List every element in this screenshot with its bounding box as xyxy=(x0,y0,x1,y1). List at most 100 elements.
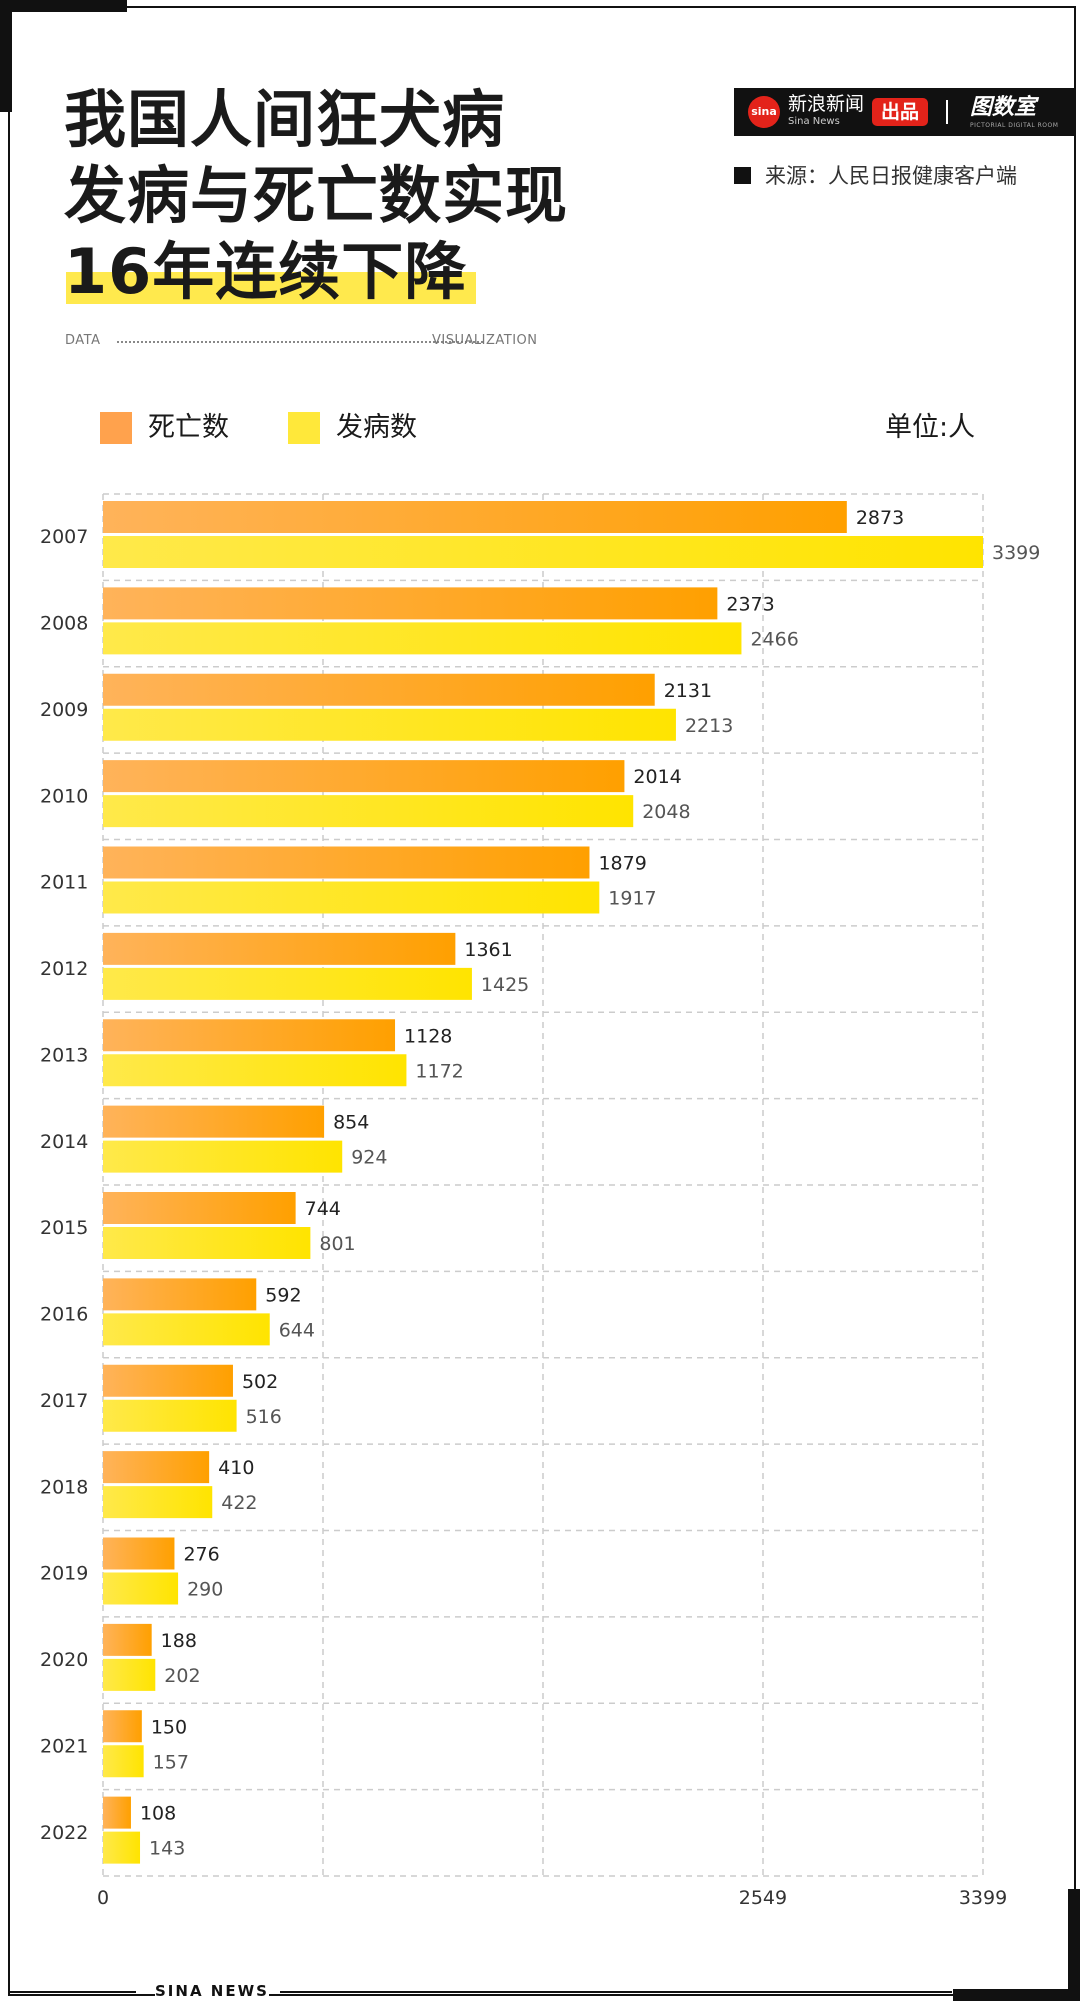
bar-deaths-2011 xyxy=(103,846,590,879)
bar-deaths-2016 xyxy=(103,1278,257,1311)
title-line-2: 发病与死亡数实现 xyxy=(64,159,569,232)
bar-deaths-2020 xyxy=(103,1623,152,1656)
bar-deaths-2008 xyxy=(103,587,718,620)
data-label-cases-2016: 644 xyxy=(279,1319,315,1341)
data-label-deaths-2014: 854 xyxy=(333,1112,369,1134)
data-label-cases-2018: 422 xyxy=(221,1492,257,1514)
brand-name: 新浪新闻 xyxy=(788,93,865,115)
data-label-cases-2010: 2048 xyxy=(642,801,690,823)
footer-line-left xyxy=(8,1991,136,1993)
brand-separator xyxy=(946,100,948,124)
data-label-deaths-2009: 2131 xyxy=(664,680,712,702)
source-note: 来源：人民日报健康客户端 xyxy=(734,160,1017,190)
legend-swatch-deaths xyxy=(100,412,132,444)
bar-deaths-2021 xyxy=(103,1710,142,1743)
page-frame xyxy=(8,6,1076,1996)
category-label-2010: 2010 xyxy=(40,785,88,807)
source-text: 来源：人民日报健康客户端 xyxy=(765,164,1017,188)
category-label-2008: 2008 xyxy=(40,613,88,635)
bar-cases-2008 xyxy=(103,622,742,655)
partner-logo-en: PICTORIAL DIGITAL ROOM xyxy=(970,122,1059,129)
bar-deaths-2014 xyxy=(103,1105,325,1138)
footer: SINA NEWS xyxy=(0,1982,1080,2001)
bar-deaths-2009 xyxy=(103,673,655,706)
category-label-2014: 2014 xyxy=(40,1131,88,1153)
label-layer: 2873 3399 2007 2373 2466 2008 2131 2213 2009 2014… xyxy=(40,507,1040,1909)
data-label-deaths-2021: 150 xyxy=(151,1716,187,1738)
brand-tag: 出品 xyxy=(872,98,928,126)
bar-deaths-2007 xyxy=(103,501,847,533)
data-label-deaths-2013: 1128 xyxy=(404,1025,452,1047)
data-label: DATA xyxy=(65,333,101,348)
x-tick-label-2549: 2549 xyxy=(739,1887,787,1909)
data-label-cases-2012: 1425 xyxy=(481,974,529,996)
bar-deaths-2012 xyxy=(103,932,456,965)
category-label-2019: 2019 xyxy=(40,1563,88,1585)
bar-cases-2014 xyxy=(103,1140,343,1173)
data-visualization-divider: DATA VISUALIZATION xyxy=(65,333,545,349)
data-label-cases-2007: 3399 xyxy=(992,542,1040,564)
data-label-deaths-2012: 1361 xyxy=(464,939,512,961)
data-label-deaths-2022: 108 xyxy=(140,1803,176,1825)
bar-cases-2012 xyxy=(103,967,472,1000)
corner-decoration-top-left-vertical xyxy=(0,0,12,112)
bar-cases-2021 xyxy=(103,1745,144,1778)
data-label-cases-2022: 143 xyxy=(149,1838,185,1860)
sina-logo-icon: sina xyxy=(748,96,780,128)
bar-cases-2010 xyxy=(103,795,634,828)
category-label-2020: 2020 xyxy=(40,1649,88,1671)
x-tick-label-3399: 3399 xyxy=(959,1887,1007,1909)
brand-name-en: Sina News xyxy=(788,116,840,127)
category-label-2015: 2015 xyxy=(40,1217,88,1239)
data-label-deaths-2007: 2873 xyxy=(856,507,904,529)
x-tick-label-0: 0 xyxy=(97,1887,109,1909)
category-label-2013: 2013 xyxy=(40,1044,88,1066)
partner-logo: 图数室 xyxy=(970,95,1037,120)
bar-deaths-2015 xyxy=(103,1192,296,1224)
data-label-cases-2008: 2466 xyxy=(750,628,798,650)
title-line-3: 16年连续下降 xyxy=(64,235,468,308)
data-label-cases-2017: 516 xyxy=(246,1406,282,1428)
dotted-divider xyxy=(117,341,483,343)
bar-cases-2009 xyxy=(103,708,676,741)
bar-cases-2016 xyxy=(103,1313,270,1346)
bar-cases-2018 xyxy=(103,1486,213,1519)
footer-line-right xyxy=(280,1991,952,1993)
data-label-cases-2015: 801 xyxy=(319,1233,355,1255)
bar-layer xyxy=(103,501,983,1864)
bar-deaths-2017 xyxy=(103,1364,233,1397)
category-label-2018: 2018 xyxy=(40,1476,88,1498)
bar-cases-2020 xyxy=(103,1658,156,1691)
title-line-1: 我国人间狂犬病 xyxy=(64,83,506,156)
data-label-cases-2020: 202 xyxy=(164,1665,200,1687)
data-label-cases-2009: 2213 xyxy=(685,715,733,737)
bar-cases-2007 xyxy=(103,536,983,568)
bar-cases-2019 xyxy=(103,1572,179,1605)
data-label-cases-2019: 290 xyxy=(187,1579,223,1601)
data-label-deaths-2015: 744 xyxy=(305,1198,341,1220)
legend-label-deaths: 死亡数 xyxy=(148,412,229,443)
footer-text: SINA NEWS xyxy=(155,1982,269,2000)
category-label-2022: 2022 xyxy=(40,1822,88,1844)
bar-cases-2011 xyxy=(103,881,600,914)
data-label-deaths-2017: 502 xyxy=(242,1371,278,1393)
data-label-deaths-2019: 276 xyxy=(183,1544,219,1566)
data-label-deaths-2018: 410 xyxy=(218,1457,254,1479)
bar-cases-2017 xyxy=(103,1399,237,1432)
data-label-deaths-2020: 188 xyxy=(161,1630,197,1652)
title-highlight xyxy=(66,272,476,304)
visualization-label: VISUALIZATION xyxy=(432,333,538,348)
legend-label-cases: 发病数 xyxy=(336,412,417,443)
category-label-2009: 2009 xyxy=(40,699,88,721)
unit-label: 单位:人 xyxy=(885,412,976,443)
data-label-deaths-2011: 1879 xyxy=(598,853,646,875)
data-label-deaths-2016: 592 xyxy=(265,1284,301,1306)
data-label-cases-2014: 924 xyxy=(351,1147,387,1169)
page-title: 我国人间狂犬病 发病与死亡数实现 16年连续下降 xyxy=(64,82,568,310)
category-label-2012: 2012 xyxy=(40,958,88,980)
category-label-2007: 2007 xyxy=(40,526,88,548)
bar-deaths-2018 xyxy=(103,1451,210,1484)
data-label-cases-2021: 157 xyxy=(153,1751,189,1773)
corner-decoration-bottom-right-vertical xyxy=(1068,1889,1080,2001)
